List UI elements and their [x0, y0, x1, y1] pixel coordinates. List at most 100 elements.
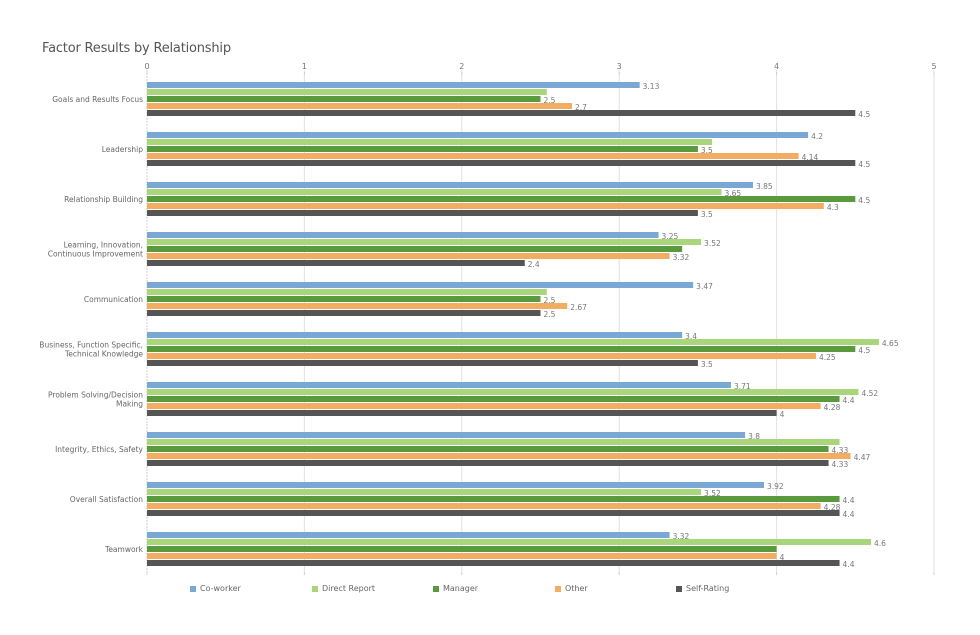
data-label: 4.4 — [843, 560, 855, 569]
bar-self-rating — [147, 110, 856, 116]
legend-item[interactable]: Manager — [433, 584, 478, 593]
bar-co-worker — [147, 282, 694, 288]
bar-manager — [147, 296, 541, 302]
data-label: 3.92 — [767, 482, 784, 491]
bar-direct-report — [147, 539, 872, 545]
legend-swatch — [433, 585, 439, 592]
bar-direct-report — [147, 89, 547, 95]
bar-other — [147, 103, 572, 109]
chart-title: Factor Results by Relationship — [42, 41, 231, 56]
bar-manager — [147, 196, 856, 202]
category-label: Integrity, Ethics, Safety — [55, 445, 143, 454]
data-label: 4.33 — [832, 460, 849, 469]
bar-direct-report — [147, 239, 702, 245]
data-label: 4 — [780, 553, 785, 562]
bar-co-worker — [147, 232, 659, 238]
legend: Co-worker Direct Report Manager Other Self-R… — [0, 584, 980, 598]
data-label: 4.47 — [854, 453, 871, 462]
data-label: 3.8 — [748, 432, 760, 441]
data-label: 4 — [780, 410, 785, 419]
bar-direct-report — [147, 189, 722, 195]
data-label: 4.6 — [874, 539, 886, 548]
data-label: 2.67 — [570, 303, 587, 312]
bar-other — [147, 203, 824, 209]
x-tick-label: 1 — [302, 62, 307, 71]
legend-swatch — [555, 585, 561, 592]
category-label: Leadership — [102, 145, 143, 154]
data-label: 3.52 — [704, 489, 721, 498]
legend-item[interactable]: Direct Report — [312, 584, 375, 593]
bar-manager — [147, 246, 683, 252]
x-axis-ticks: 0 1 2 3 4 5 — [144, 62, 936, 71]
legend-label: Other — [565, 584, 588, 593]
legend-swatch — [312, 585, 318, 592]
bar-other — [147, 503, 821, 509]
data-label: 4.3 — [827, 203, 839, 212]
bar-direct-report — [147, 139, 713, 145]
bar-direct-report — [147, 289, 547, 295]
legend-label: Co-worker — [200, 584, 241, 593]
legend-swatch — [190, 585, 196, 592]
legend-item[interactable]: Self-Rating — [676, 584, 729, 593]
bar-self-rating — [147, 560, 840, 566]
x-tick-label: 0 — [144, 62, 149, 71]
data-label: 4.5 — [858, 110, 870, 119]
data-label: 4.52 — [861, 389, 878, 398]
x-tick-label: 4 — [774, 62, 779, 71]
bar-other — [147, 553, 777, 559]
category-label: Business, Function Specific, Technical Kn… — [39, 341, 143, 359]
data-label: 2.5 — [544, 296, 556, 305]
bar-self-rating — [147, 310, 541, 316]
bar-self-rating — [147, 260, 525, 266]
data-label: 3.71 — [734, 382, 751, 391]
data-label: 4.65 — [882, 339, 899, 348]
x-tick-label: 5 — [931, 62, 936, 71]
data-label: 4.4 — [843, 510, 855, 519]
data-label: 3.5 — [701, 360, 713, 369]
data-label: 4.5 — [858, 196, 870, 205]
bar-co-worker — [147, 432, 746, 438]
bar-self-rating — [147, 160, 856, 166]
data-label: 3.32 — [673, 253, 690, 262]
data-label: 4.5 — [858, 346, 870, 355]
bar-manager — [147, 96, 541, 102]
x-tick-label: 3 — [617, 62, 622, 71]
data-label: 4.4 — [843, 496, 855, 505]
data-label: 4.4 — [843, 396, 855, 405]
bar-direct-report — [147, 439, 840, 445]
category-label: Relationship Building — [64, 195, 143, 204]
legend-swatch — [676, 585, 682, 592]
data-label: 4.28 — [824, 503, 841, 512]
bar-other — [147, 353, 816, 359]
data-label: 3.47 — [696, 282, 713, 291]
legend-item[interactable]: Other — [555, 584, 588, 593]
bar-manager — [147, 546, 777, 552]
data-label: 3.25 — [662, 232, 679, 241]
data-label: 4.5 — [858, 160, 870, 169]
bar-co-worker — [147, 132, 809, 138]
data-label: 4.25 — [819, 353, 836, 362]
bar-direct-report — [147, 339, 879, 345]
legend-item[interactable]: Co-worker — [190, 584, 241, 593]
data-label: 3.13 — [643, 82, 660, 91]
x-tick-label: 2 — [459, 62, 464, 71]
bar-manager — [147, 446, 829, 452]
legend-label: Manager — [443, 584, 479, 593]
bar-other — [147, 153, 799, 159]
data-label: 4.2 — [811, 132, 823, 141]
data-label: 4.33 — [832, 446, 849, 455]
bar-direct-report — [147, 489, 702, 495]
bar-manager — [147, 346, 856, 352]
bar-manager — [147, 496, 840, 502]
data-label: 3.85 — [756, 182, 773, 191]
category-label: Goals and Results Focus — [52, 95, 143, 104]
data-label: 4.14 — [802, 153, 819, 162]
data-label: 2.5 — [544, 96, 556, 105]
category-label: Problem Solving/Decision Making — [48, 391, 143, 409]
data-label: 2.5 — [544, 310, 556, 319]
bar-manager — [147, 146, 698, 152]
bar-other — [147, 303, 568, 309]
data-label: 4.28 — [824, 403, 841, 412]
bar-manager — [147, 396, 840, 402]
